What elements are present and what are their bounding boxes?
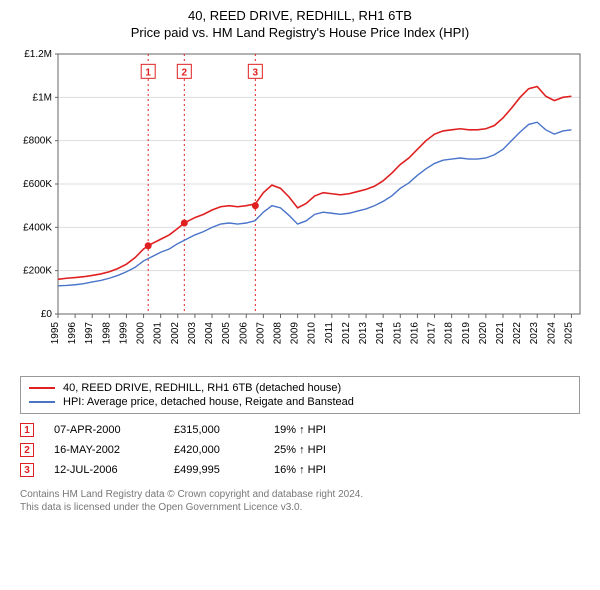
legend-swatch xyxy=(29,401,55,403)
sale-date: 16-MAY-2002 xyxy=(54,444,154,456)
sale-price: £499,995 xyxy=(174,464,254,476)
svg-text:2020: 2020 xyxy=(478,322,489,345)
svg-text:1: 1 xyxy=(145,67,151,78)
svg-text:3: 3 xyxy=(253,67,259,78)
sale-hpi: 16% ↑ HPI xyxy=(274,464,326,476)
svg-text:2007: 2007 xyxy=(255,322,266,345)
svg-text:2009: 2009 xyxy=(290,322,301,345)
legend-label: 40, REED DRIVE, REDHILL, RH1 6TB (detach… xyxy=(63,382,341,394)
svg-text:2024: 2024 xyxy=(546,322,557,345)
svg-text:2021: 2021 xyxy=(495,322,506,345)
svg-text:2023: 2023 xyxy=(529,322,540,345)
svg-text:2012: 2012 xyxy=(341,322,352,345)
svg-text:2014: 2014 xyxy=(375,322,386,345)
title-subtitle: Price paid vs. HM Land Registry's House … xyxy=(10,25,590,40)
sale-price: £420,000 xyxy=(174,444,254,456)
svg-text:2005: 2005 xyxy=(221,322,232,345)
legend-swatch xyxy=(29,387,55,389)
footer-line: Contains HM Land Registry data © Crown c… xyxy=(20,488,580,501)
footer-line: This data is licensed under the Open Gov… xyxy=(20,501,580,514)
svg-text:2013: 2013 xyxy=(358,322,369,345)
page: 40, REED DRIVE, REDHILL, RH1 6TB Price p… xyxy=(0,0,600,522)
title-address: 40, REED DRIVE, REDHILL, RH1 6TB xyxy=(10,8,590,23)
chart: £0 £200K £400K £600K £800K £1M £1.2M 1995 1996 19… xyxy=(10,46,590,366)
svg-text:2015: 2015 xyxy=(392,322,403,345)
title-block: 40, REED DRIVE, REDHILL, RH1 6TB Price p… xyxy=(10,8,590,40)
svg-text:1995: 1995 xyxy=(50,322,61,345)
sale-hpi: 25% ↑ HPI xyxy=(274,444,326,456)
svg-text:2016: 2016 xyxy=(409,322,420,345)
svg-text:2004: 2004 xyxy=(204,322,215,345)
svg-text:£0: £0 xyxy=(41,309,53,320)
svg-text:2017: 2017 xyxy=(427,322,438,345)
svg-text:£1.2M: £1.2M xyxy=(24,49,52,60)
sale-row: 2 16-MAY-2002 £420,000 25% ↑ HPI xyxy=(20,440,580,460)
sale-marker: 3 xyxy=(20,463,34,477)
sale-marker: 1 xyxy=(20,423,34,437)
legend-row: 40, REED DRIVE, REDHILL, RH1 6TB (detach… xyxy=(29,381,571,395)
sale-price: £315,000 xyxy=(174,424,254,436)
svg-text:2001: 2001 xyxy=(153,322,164,345)
svg-text:£400K: £400K xyxy=(23,222,52,233)
svg-text:2006: 2006 xyxy=(238,322,249,345)
svg-text:2000: 2000 xyxy=(136,322,147,345)
sale-hpi: 19% ↑ HPI xyxy=(274,424,326,436)
legend: 40, REED DRIVE, REDHILL, RH1 6TB (detach… xyxy=(20,376,580,414)
sale-marker-num: 3 xyxy=(24,465,30,476)
svg-text:1998: 1998 xyxy=(101,322,112,345)
svg-text:£200K: £200K xyxy=(23,266,52,277)
sale-row: 3 12-JUL-2006 £499,995 16% ↑ HPI xyxy=(20,460,580,480)
svg-text:£600K: £600K xyxy=(23,179,52,190)
sale-marker-num: 2 xyxy=(24,445,30,456)
sales-list: 1 07-APR-2000 £315,000 19% ↑ HPI 2 16-MA… xyxy=(20,420,580,480)
sale-marker-num: 1 xyxy=(24,425,30,436)
sale-date: 07-APR-2000 xyxy=(54,424,154,436)
svg-text:£1M: £1M xyxy=(33,92,52,103)
chart-svg: £0 £200K £400K £600K £800K £1M £1.2M 1995 1996 19… xyxy=(10,46,590,366)
svg-text:£800K: £800K xyxy=(23,136,52,147)
svg-text:1997: 1997 xyxy=(84,322,95,345)
svg-text:2: 2 xyxy=(182,67,188,78)
svg-text:1999: 1999 xyxy=(118,322,129,345)
svg-text:2003: 2003 xyxy=(187,322,198,345)
svg-text:2019: 2019 xyxy=(461,322,472,345)
svg-text:1996: 1996 xyxy=(67,322,78,345)
svg-text:2011: 2011 xyxy=(324,322,335,344)
sale-marker: 2 xyxy=(20,443,34,457)
sale-row: 1 07-APR-2000 £315,000 19% ↑ HPI xyxy=(20,420,580,440)
svg-text:2008: 2008 xyxy=(272,322,283,345)
svg-text:2010: 2010 xyxy=(307,322,318,345)
svg-text:2022: 2022 xyxy=(512,322,523,345)
svg-text:2025: 2025 xyxy=(563,322,574,345)
svg-text:2002: 2002 xyxy=(170,322,181,345)
legend-label: HPI: Average price, detached house, Reig… xyxy=(63,396,354,408)
footer: Contains HM Land Registry data © Crown c… xyxy=(20,488,580,514)
legend-row: HPI: Average price, detached house, Reig… xyxy=(29,395,571,409)
sale-date: 12-JUL-2006 xyxy=(54,464,154,476)
svg-text:2018: 2018 xyxy=(444,322,455,345)
